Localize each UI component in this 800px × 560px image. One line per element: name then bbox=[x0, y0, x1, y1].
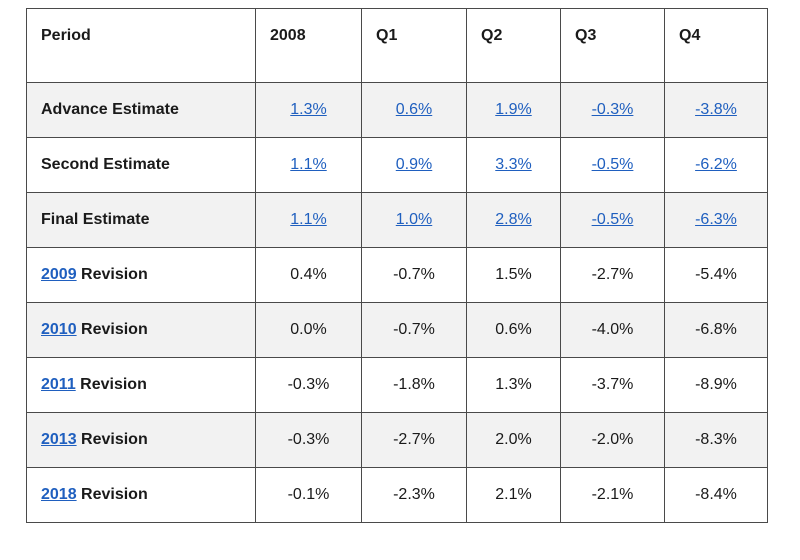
row-label: Second Estimate bbox=[26, 137, 256, 193]
value-link[interactable]: -6.2% bbox=[695, 156, 737, 173]
cell: -2.1% bbox=[560, 467, 665, 523]
header-2008: 2008 bbox=[255, 8, 362, 83]
cell: 0.6% bbox=[361, 82, 467, 138]
cell: 1.1% bbox=[255, 192, 362, 248]
revision-suffix: Revision bbox=[76, 321, 148, 338]
value-link[interactable]: 0.6% bbox=[395, 101, 433, 118]
value-link[interactable]: -3.8% bbox=[695, 101, 737, 118]
cell: -6.3% bbox=[664, 192, 768, 248]
cell: -0.3% bbox=[255, 412, 362, 468]
row-label: Final Estimate bbox=[26, 192, 256, 248]
cell: 2.0% bbox=[466, 412, 561, 468]
header-period: Period bbox=[26, 8, 256, 83]
cell: -0.3% bbox=[560, 82, 665, 138]
row-label: 2013 Revision bbox=[26, 412, 256, 468]
table-row-2018-revision: 2018 Revision -0.1% -2.3% 2.1% -2.1% -8.… bbox=[26, 467, 768, 523]
table-row-2013-revision: 2013 Revision -0.3% -2.7% 2.0% -2.0% -8.… bbox=[26, 412, 768, 468]
row-label: Advance Estimate bbox=[26, 82, 256, 138]
table-row-2010-revision: 2010 Revision 0.0% -0.7% 0.6% -4.0% -6.8… bbox=[26, 302, 768, 358]
cell: -1.8% bbox=[361, 357, 467, 413]
cell: 1.1% bbox=[255, 137, 362, 193]
header-q3: Q3 bbox=[560, 8, 665, 83]
cell: -2.3% bbox=[361, 467, 467, 523]
cell: 1.0% bbox=[361, 192, 467, 248]
cell: 1.3% bbox=[255, 82, 362, 138]
cell: -2.7% bbox=[560, 247, 665, 303]
revision-suffix: Revision bbox=[75, 376, 147, 393]
value-link[interactable]: 0.9% bbox=[395, 156, 433, 173]
cell: -3.7% bbox=[560, 357, 665, 413]
table-row-2009-revision: 2009 Revision 0.4% -0.7% 1.5% -2.7% -5.4… bbox=[26, 247, 768, 303]
cell: 1.9% bbox=[466, 82, 561, 138]
value-link[interactable]: 1.1% bbox=[290, 156, 327, 173]
revision-suffix: Revision bbox=[76, 266, 148, 283]
cell: 0.4% bbox=[255, 247, 362, 303]
value-link[interactable]: 2.8% bbox=[495, 211, 532, 228]
cell: -0.5% bbox=[560, 137, 665, 193]
gdp-estimates-table: Period 2008 Q1 Q2 Q3 Q4 Advance Estimate… bbox=[26, 8, 768, 523]
cell: -0.7% bbox=[361, 302, 467, 358]
cell: -4.0% bbox=[560, 302, 665, 358]
cell: -3.8% bbox=[664, 82, 768, 138]
row-label: 2018 Revision bbox=[26, 467, 256, 523]
cell: -2.7% bbox=[361, 412, 467, 468]
cell: 0.9% bbox=[361, 137, 467, 193]
table-row-final-estimate: Final Estimate 1.1% 1.0% 2.8% -0.5% -6.3… bbox=[26, 192, 768, 248]
table-header-row: Period 2008 Q1 Q2 Q3 Q4 bbox=[26, 8, 768, 83]
cell: -8.3% bbox=[664, 412, 768, 468]
revision-suffix: Revision bbox=[76, 431, 148, 448]
table-row-advance-estimate: Advance Estimate 1.3% 0.6% 1.9% -0.3% -3… bbox=[26, 82, 768, 138]
value-link[interactable]: 3.3% bbox=[495, 156, 532, 173]
revision-year-link[interactable]: 2011 bbox=[41, 376, 76, 393]
cell: 2.1% bbox=[466, 467, 561, 523]
value-link[interactable]: -0.5% bbox=[591, 211, 634, 228]
cell: -0.5% bbox=[560, 192, 665, 248]
row-label: 2011 Revision bbox=[26, 357, 256, 413]
cell: -6.2% bbox=[664, 137, 768, 193]
revision-year-link[interactable]: 2010 bbox=[41, 321, 77, 338]
row-label: 2010 Revision bbox=[26, 302, 256, 358]
revision-year-link[interactable]: 2009 bbox=[41, 266, 77, 283]
cell: -0.3% bbox=[255, 357, 362, 413]
header-q4: Q4 bbox=[664, 8, 768, 83]
value-link[interactable]: -0.5% bbox=[591, 156, 634, 173]
cell: 3.3% bbox=[466, 137, 561, 193]
cell: 2.8% bbox=[466, 192, 561, 248]
revision-year-link[interactable]: 2013 bbox=[41, 431, 77, 448]
cell: -5.4% bbox=[664, 247, 768, 303]
row-label: 2009 Revision bbox=[26, 247, 256, 303]
value-link[interactable]: 1.0% bbox=[395, 211, 433, 228]
header-q2: Q2 bbox=[466, 8, 561, 83]
table-row-2011-revision: 2011 Revision -0.3% -1.8% 1.3% -3.7% -8.… bbox=[26, 357, 768, 413]
cell: -6.8% bbox=[664, 302, 768, 358]
cell: -0.7% bbox=[361, 247, 467, 303]
cell: 1.3% bbox=[466, 357, 561, 413]
cell: -2.0% bbox=[560, 412, 665, 468]
cell: 1.5% bbox=[466, 247, 561, 303]
cell: 0.0% bbox=[255, 302, 362, 358]
cell: 0.6% bbox=[466, 302, 561, 358]
value-link[interactable]: -6.3% bbox=[695, 211, 737, 228]
value-link[interactable]: 1.3% bbox=[290, 101, 327, 118]
revision-suffix: Revision bbox=[76, 486, 148, 503]
value-link[interactable]: 1.1% bbox=[290, 211, 327, 228]
header-q1: Q1 bbox=[361, 8, 467, 83]
cell: -8.9% bbox=[664, 357, 768, 413]
revision-year-link[interactable]: 2018 bbox=[41, 486, 77, 503]
table-row-second-estimate: Second Estimate 1.1% 0.9% 3.3% -0.5% -6.… bbox=[26, 137, 768, 193]
cell: -8.4% bbox=[664, 467, 768, 523]
value-link[interactable]: -0.3% bbox=[591, 101, 634, 118]
cell: -0.1% bbox=[255, 467, 362, 523]
value-link[interactable]: 1.9% bbox=[495, 101, 532, 118]
